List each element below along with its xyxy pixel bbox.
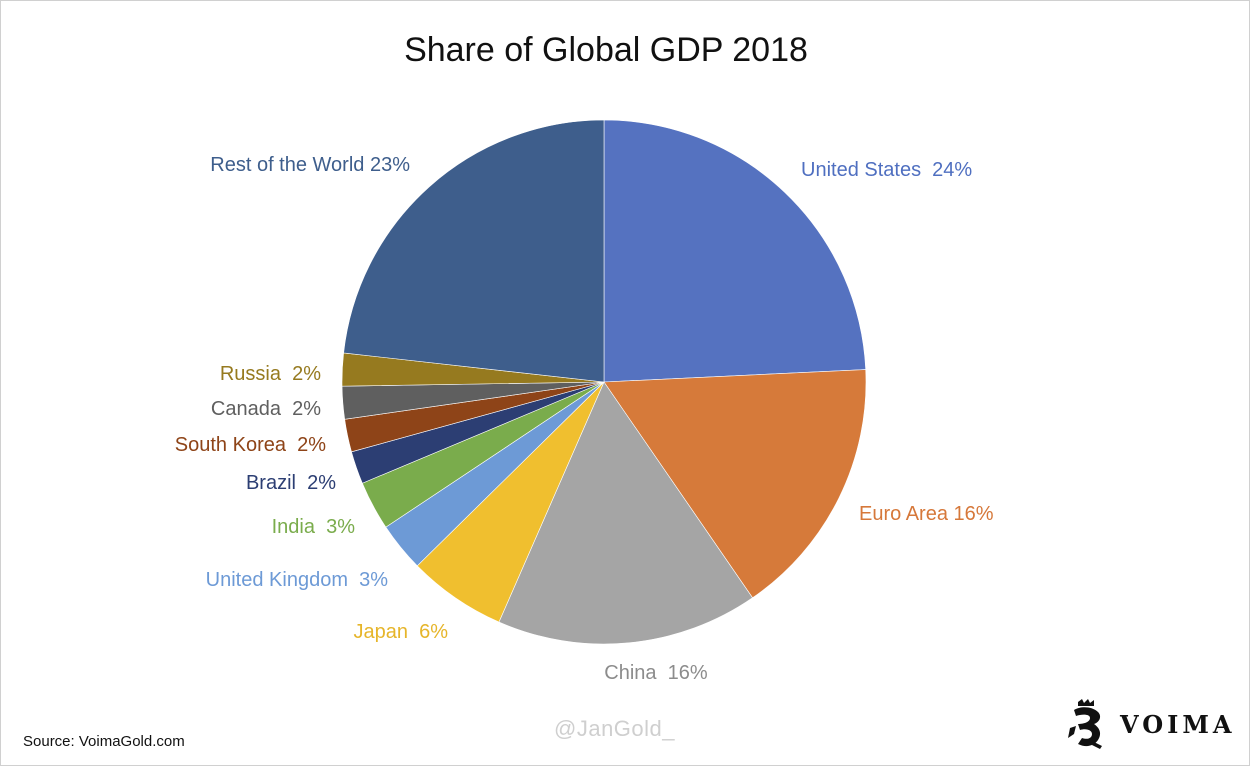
slice-label-south-korea: South Korea 2%: [175, 434, 326, 456]
slice-label-euro-area: Euro Area 16%: [859, 503, 994, 525]
slice-label-brazil: Brazil 2%: [246, 472, 336, 494]
slice-label-rest-of-the-world: Rest of the World 23%: [210, 154, 410, 176]
lion-crest-icon: [1068, 699, 1102, 749]
watermark: @JanGold_: [554, 716, 676, 741]
slice-label-russia: Russia 2%: [220, 363, 321, 385]
pie-slices: [341, 119, 867, 645]
slice-label-india: India 3%: [272, 516, 356, 538]
chart-title: Share of Global GDP 2018: [404, 31, 808, 69]
slice-label-united-kingdom: United Kingdom 3%: [206, 569, 389, 591]
slice-label-canada: Canada 2%: [211, 398, 321, 420]
pie-slice-rest-of-the-world: [343, 119, 605, 383]
pie-slice-united-states: [603, 119, 867, 383]
pie-slice-euro-area: [603, 369, 867, 599]
voima-logo: VOIMA: [1064, 698, 1234, 750]
pie-slice-china: [498, 381, 753, 645]
slice-label-japan: Japan 6%: [353, 621, 448, 643]
slice-label-united-states: United States 24%: [801, 159, 972, 181]
slice-labels: United States 24% Euro Area 16% China 16% J…: [175, 154, 994, 684]
source-note: Source: VoimaGold.com: [23, 733, 185, 750]
brand-name: VOIMA: [1120, 710, 1236, 739]
slice-label-china: China 16%: [604, 662, 708, 684]
